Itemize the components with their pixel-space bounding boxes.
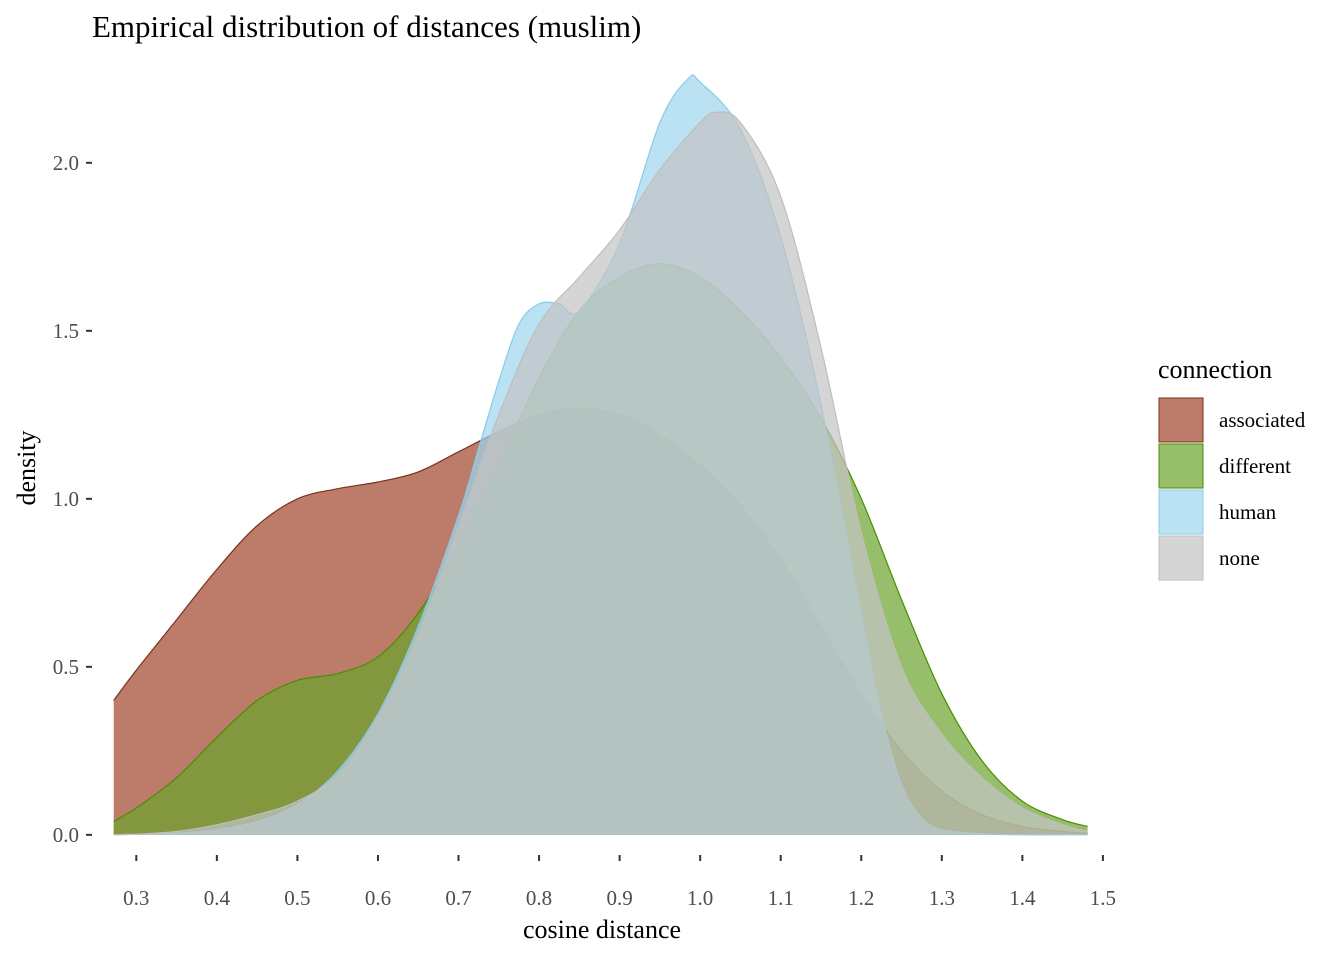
density-line-none [113, 111, 1088, 836]
y-axis-title: density [12, 430, 41, 505]
x-tick-label: 1.1 [768, 886, 794, 910]
x-tick-label: 0.4 [204, 886, 231, 910]
y-tick-label: 0.5 [53, 655, 79, 679]
legend-key-different [1158, 443, 1204, 489]
x-tick-label: 1.0 [687, 886, 713, 910]
x-tick-label: 0.7 [445, 886, 471, 910]
y-tick-label: 2.0 [53, 151, 79, 175]
x-tick-label: 0.8 [526, 886, 552, 910]
legend-label-human: human [1219, 500, 1277, 524]
legend-label-different: different [1219, 454, 1291, 478]
x-tick-label: 0.3 [123, 886, 149, 910]
y-axis: 0.0 0.5 1.0 1.5 2.0 [53, 151, 92, 847]
y-tick-label: 0.0 [53, 823, 79, 847]
x-tick-label: 1.3 [929, 886, 955, 910]
chart-title: Empirical distribution of distances (mus… [92, 9, 641, 44]
x-tick-label: 0.9 [606, 886, 632, 910]
x-tick-label: 1.2 [848, 886, 874, 910]
x-tick-label: 0.5 [284, 886, 310, 910]
x-axis-title: cosine distance [523, 915, 681, 944]
legend: connection associated different human none [1158, 355, 1306, 581]
legend-title: connection [1158, 355, 1272, 384]
x-axis: 0.3 0.4 0.5 0.6 0.7 0.8 0.9 1.0 1.1 1.2 1.3 1.4 1.5 [123, 855, 1116, 910]
y-tick-label: 1.0 [53, 487, 79, 511]
y-tick-label: 1.5 [53, 319, 79, 343]
x-tick-label: 1.5 [1090, 886, 1116, 910]
plot-area [113, 74, 1088, 836]
legend-key-associated [1158, 397, 1204, 443]
x-tick-label: 1.4 [1009, 886, 1036, 910]
x-tick-label: 0.6 [365, 886, 391, 910]
legend-key-none [1158, 535, 1204, 581]
legend-label-none: none [1219, 546, 1260, 570]
legend-label-associated: associated [1219, 408, 1306, 432]
density-area-none [113, 111, 1088, 835]
legend-key-human [1158, 489, 1204, 535]
